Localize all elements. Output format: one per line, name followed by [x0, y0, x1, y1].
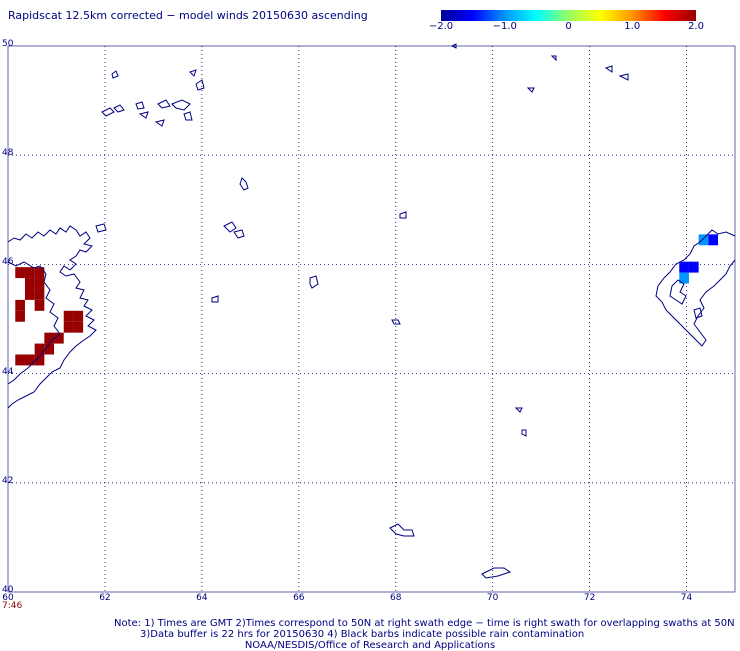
longitude-label: 66	[293, 593, 305, 603]
colorbar-tick-label: 0	[565, 21, 572, 32]
longitude-label: 70	[486, 593, 499, 603]
latitude-label: 46	[2, 257, 14, 268]
wind-cell	[15, 267, 25, 279]
island-w9	[183, 111, 193, 121]
island-w7	[157, 99, 171, 109]
wind-cell	[34, 278, 45, 289]
island-w5	[138, 111, 149, 119]
note-line-1: Note: 1) Times are GMT 2)Times correspon…	[114, 618, 735, 629]
wind-cell	[34, 354, 45, 366]
wind-cell	[679, 272, 689, 284]
wind-cell	[54, 332, 64, 344]
wind-cell	[24, 267, 35, 279]
colorbar-tick-label: −2.0	[428, 21, 454, 32]
longitude-label: 74	[680, 593, 693, 603]
latitude-label: 40	[2, 585, 14, 595]
island-c15	[604, 65, 613, 73]
coastline-west	[7, 225, 97, 409]
wind-cell	[34, 267, 45, 279]
island-c6	[399, 211, 407, 219]
note-line-3: NOAA/NESDIS/Office of Research and Appli…	[244, 640, 496, 651]
graticule	[8, 46, 735, 592]
island-c11	[481, 567, 512, 579]
colorbar-tick-label: −1.0	[492, 21, 517, 32]
island-c9	[521, 429, 527, 437]
island-w10	[189, 69, 197, 77]
wind-cell	[15, 310, 25, 322]
island-w3	[113, 104, 125, 113]
coastline-east	[655, 229, 736, 347]
island-c2	[223, 221, 237, 233]
island-e1	[693, 307, 703, 319]
island-w8	[171, 99, 191, 111]
island-w12	[95, 223, 107, 233]
latitude-label: 42	[2, 475, 14, 486]
island-c7	[391, 319, 401, 325]
wind-cell	[708, 234, 719, 246]
map-frame	[7, 45, 736, 593]
pass-time-label: 7:46	[2, 601, 23, 611]
island-c5	[309, 275, 319, 289]
longitude-label: 64	[196, 593, 208, 603]
wind-cell	[698, 234, 709, 246]
wind-cell	[34, 288, 45, 300]
island-c8	[514, 407, 523, 413]
coastline-east-inner	[669, 279, 687, 305]
wind-cell	[15, 299, 25, 311]
wind-cell	[24, 278, 35, 289]
island-c4	[211, 295, 219, 303]
island-c14	[550, 55, 557, 62]
wind-difference-cells	[15, 234, 719, 366]
wind-cell	[688, 261, 699, 273]
island-c16	[618, 73, 629, 81]
wind-cell	[44, 343, 55, 355]
island-w2	[101, 107, 115, 117]
colorbar-tick-label: 1.0	[624, 21, 641, 32]
latitude-label: 48	[2, 148, 14, 159]
island-w6	[154, 119, 165, 127]
wind-cell	[679, 261, 689, 273]
wind-cell	[73, 321, 84, 333]
wind-cell	[44, 332, 55, 344]
longitude-label: 62	[99, 593, 111, 603]
note-line-2: 3)Data buffer is 22 hrs for 20150630 4) …	[140, 629, 585, 640]
coastlines	[7, 43, 736, 579]
latitude-label: 44	[2, 366, 14, 377]
latitude-label: 50	[2, 39, 14, 49]
island-c12	[450, 43, 457, 49]
island-c10	[389, 523, 415, 537]
wind-cell	[34, 299, 45, 311]
chart-title: Rapidscat 12.5km corrected − model winds…	[8, 9, 368, 22]
island-w4	[135, 101, 145, 110]
colorbar-tick-label: 2.0	[688, 21, 704, 32]
island-w1	[111, 70, 119, 79]
island-c13	[526, 87, 535, 93]
wind-cell	[63, 310, 74, 322]
coastline-west-inner	[7, 261, 61, 385]
longitude-label: 60	[2, 593, 14, 603]
wind-cell	[24, 288, 35, 300]
wind-cell	[34, 343, 45, 355]
island-c3	[233, 229, 245, 239]
longitude-label: 72	[583, 593, 596, 603]
wind-cell	[73, 310, 84, 322]
wind-cell	[24, 354, 35, 366]
colorbar	[441, 10, 696, 21]
longitude-label: 68	[389, 593, 402, 603]
wind-cell	[15, 354, 25, 366]
island-c1	[239, 177, 249, 191]
island-w11	[195, 79, 205, 91]
wind-cell	[63, 321, 74, 333]
